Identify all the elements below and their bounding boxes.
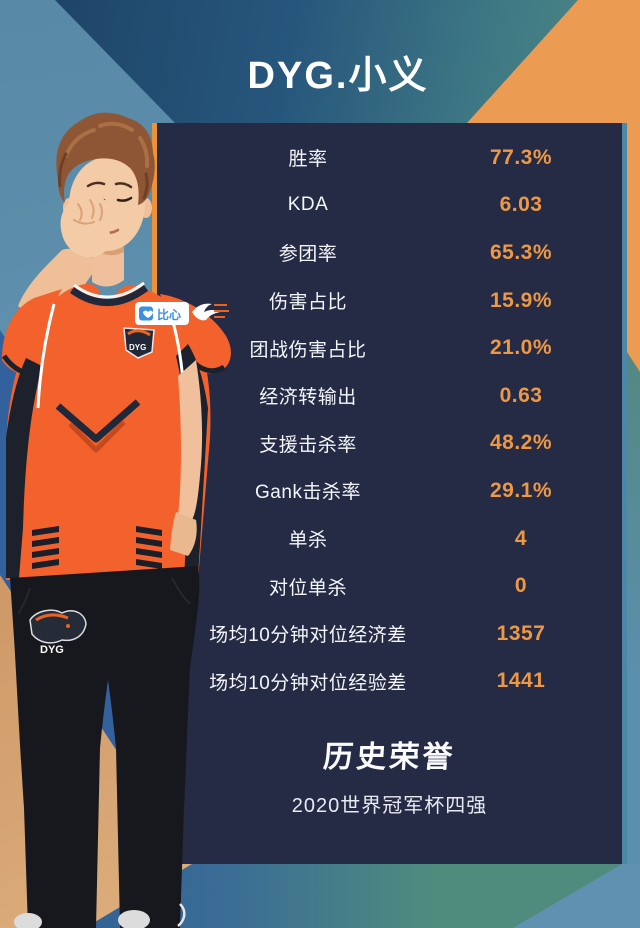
stat-row: 参团率 65.3% bbox=[157, 229, 622, 277]
stat-value: 1441 bbox=[496, 669, 546, 693]
stat-label: 支援击杀率 bbox=[259, 434, 357, 456]
stat-row: Gank击杀率 29.1% bbox=[157, 467, 622, 515]
stat-label: 对位单杀 bbox=[268, 577, 347, 599]
jersey-bird-logo bbox=[192, 303, 229, 321]
stat-label: 参团率 bbox=[278, 244, 338, 266]
player-hair bbox=[56, 112, 155, 205]
player-shoes bbox=[14, 910, 150, 928]
stats-list: 胜率 77.3% KDA 6.03 参团率 65.3% 伤害占比 15.9% 团战伤害占比 21.… bbox=[157, 134, 622, 705]
stat-label: KDA bbox=[287, 194, 329, 216]
player-photo: 比心 DYG bbox=[1, 112, 231, 928]
pants-team-patch: DYG bbox=[29, 609, 87, 656]
stat-value: 21.0% bbox=[489, 336, 553, 360]
stat-row: 场均10分钟对位经济差 1357 bbox=[157, 610, 622, 658]
player-hand-gesture bbox=[60, 194, 112, 258]
jersey-team-crest: DYG bbox=[123, 327, 155, 359]
stat-value: 0 bbox=[514, 574, 528, 598]
stat-label: 场均10分钟对位经验差 bbox=[209, 672, 407, 694]
jersey-sponsor-patch: 比心 bbox=[135, 302, 189, 325]
stat-label: 单杀 bbox=[288, 530, 328, 552]
stat-label: 场均10分钟对位经济差 bbox=[209, 625, 407, 647]
svg-text:DYG: DYG bbox=[40, 644, 64, 656]
player-right-arm bbox=[170, 360, 203, 556]
stat-value: 15.9% bbox=[489, 288, 553, 312]
stat-value: 65.3% bbox=[489, 240, 553, 264]
stat-row: 支援击杀率 48.2% bbox=[157, 420, 622, 468]
stat-value: 29.1% bbox=[489, 478, 553, 502]
stat-value: 4 bbox=[514, 526, 528, 550]
stat-label: 团战伤害占比 bbox=[249, 339, 367, 361]
stat-label: Gank击杀率 bbox=[255, 482, 361, 504]
stat-label: 胜率 bbox=[288, 149, 328, 171]
stat-label: 伤害占比 bbox=[268, 292, 347, 314]
accent-strip-right-blue bbox=[621, 123, 627, 864]
stat-row: KDA 6.03 bbox=[157, 182, 622, 230]
svg-text:DYG: DYG bbox=[129, 343, 146, 352]
svg-text:比心: 比心 bbox=[157, 307, 181, 322]
stat-row: 团战伤害占比 21.0% bbox=[157, 324, 622, 372]
stat-row: 胜率 77.3% bbox=[157, 134, 622, 182]
stat-row: 经济转输出 0.63 bbox=[157, 372, 622, 420]
stat-row: 伤害占比 15.9% bbox=[157, 277, 622, 325]
stat-row: 对位单杀 0 bbox=[157, 562, 622, 610]
stat-value: 0.63 bbox=[499, 383, 543, 407]
stat-row: 场均10分钟对位经验差 1441 bbox=[157, 658, 622, 706]
stat-value: 1357 bbox=[496, 621, 546, 645]
player-pants bbox=[10, 566, 200, 928]
stat-value: 6.03 bbox=[499, 193, 543, 217]
stat-label: 经济转输出 bbox=[259, 387, 357, 409]
stat-value: 48.2% bbox=[489, 431, 553, 455]
stats-panel: 胜率 77.3% KDA 6.03 参团率 65.3% 伤害占比 15.9% 团战伤害占比 21.… bbox=[157, 123, 622, 864]
page-title: DYG.小义 bbox=[247, 55, 429, 97]
background-right-orange-sliver bbox=[627, 123, 640, 372]
stat-value: 77.3% bbox=[489, 145, 553, 169]
honor-item: 2020世界冠军杯四强 bbox=[291, 795, 488, 817]
stat-row: 单杀 4 bbox=[157, 515, 622, 563]
